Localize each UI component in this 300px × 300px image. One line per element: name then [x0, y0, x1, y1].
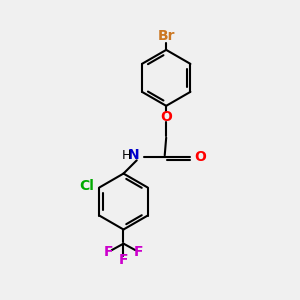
Text: F: F [134, 245, 144, 260]
Text: F: F [103, 245, 113, 260]
Text: O: O [194, 150, 206, 164]
Text: Br: Br [158, 28, 175, 43]
Text: Cl: Cl [79, 179, 94, 193]
Text: O: O [160, 110, 172, 124]
Text: H: H [122, 148, 131, 161]
Text: F: F [119, 253, 128, 267]
Text: N: N [128, 148, 139, 162]
